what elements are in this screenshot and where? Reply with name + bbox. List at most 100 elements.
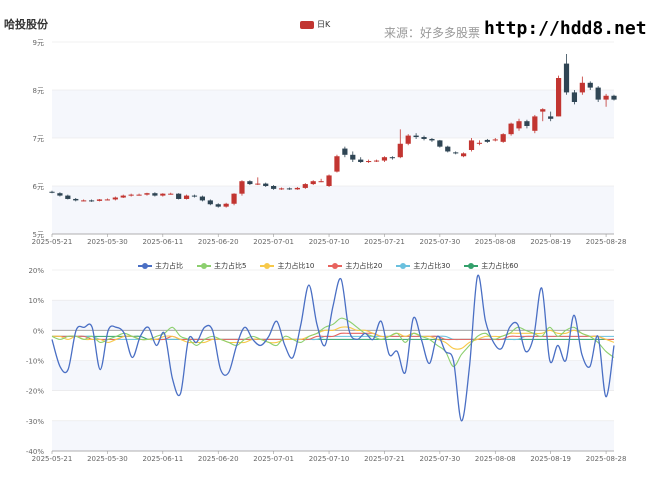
grid-band [52, 420, 614, 451]
ratio-chart: -40% -30% -20% -10% 0% 10% 20% 2025-05-21 2025-0… [26, 267, 627, 463]
y-tick-label: 0% [33, 327, 44, 335]
legend-item-30[interactable]: 主力占比30 [396, 261, 450, 271]
x-tick-label: 2025-07-21 [364, 238, 405, 246]
x-tick-label: 2025-08-19 [530, 238, 571, 246]
x-tick-label: 2025-07-10 [309, 455, 350, 463]
legend-label: 主力占比20 [345, 262, 383, 270]
x-tick-label: 2025-08-08 [475, 238, 516, 246]
x-tick-label: 2025-08-08 [475, 455, 516, 463]
candle-body [223, 203, 229, 207]
x-tick-label: 2025-08-28 [586, 238, 627, 246]
kline-legend-swatch [300, 20, 314, 29]
series-line [51, 274, 615, 422]
legend-label: 主力占比5 [214, 262, 247, 270]
candle-body [461, 153, 467, 157]
y-tick-label: 10% [28, 297, 44, 305]
series-line [51, 335, 614, 341]
grid-band [52, 186, 614, 234]
x-tick-label: 2025-07-30 [420, 238, 461, 246]
candle-body [310, 181, 316, 185]
y-tick-label: -30% [26, 418, 44, 426]
candle-body [603, 95, 609, 100]
x-tick-label: 2025-07-10 [309, 238, 350, 246]
candle-body [500, 134, 506, 142]
candle-body [611, 95, 617, 100]
candle-body [176, 193, 182, 199]
candle-body [263, 183, 269, 186]
candle-body [405, 135, 411, 144]
candle-body [373, 160, 380, 162]
candle-body [294, 187, 300, 190]
candle-body [302, 184, 308, 188]
candle-body [571, 92, 578, 102]
x-tick-label: 2025-07-21 [364, 455, 405, 463]
candle-body [112, 197, 118, 200]
y-tick-label: -20% [26, 388, 44, 396]
x-tick-label: 2025-06-11 [142, 455, 183, 463]
site-url[interactable]: http://hdd8.net [484, 18, 647, 39]
candle-body [445, 146, 451, 152]
candle-body [532, 116, 538, 131]
candle-body [468, 140, 475, 150]
candle-body [476, 142, 483, 144]
candle-body [358, 159, 364, 162]
candle-body [413, 135, 419, 138]
legend-item-10[interactable]: 主力占比10 [260, 261, 314, 271]
x-tick-label: 2025-06-20 [198, 238, 239, 246]
candle-body [120, 195, 126, 198]
kline-chart: 5元 6元 7元 8元 9元 2025-05-21 2025-05-30 2025-06-11… [32, 39, 627, 246]
legend-swatch [138, 263, 152, 269]
candle-body [199, 196, 205, 201]
y-tick-label: 20% [28, 267, 44, 275]
candle-body [271, 186, 277, 189]
candle-body [453, 152, 459, 154]
candle-body [49, 191, 55, 193]
candle-body [168, 193, 174, 195]
x-tick-label: 2025-06-20 [198, 455, 239, 463]
x-tick-label: 2025-05-30 [87, 238, 128, 246]
candle-body [397, 143, 403, 158]
x-tick-label: 2025-08-28 [586, 455, 627, 463]
candle-body [128, 194, 134, 196]
candle-body [484, 139, 490, 142]
candle-body [548, 116, 554, 119]
candle-body [152, 193, 158, 196]
grid-band [52, 90, 614, 138]
x-tick-label: 2025-07-01 [253, 238, 294, 246]
kline-legend[interactable]: 日K [300, 19, 330, 30]
legend-label: 主力占比10 [277, 262, 315, 270]
legend-swatch [260, 263, 275, 269]
candle-body [342, 148, 348, 155]
candle-body [73, 198, 79, 201]
legend-item-20[interactable]: 主力占比20 [328, 261, 382, 271]
grid-band [52, 360, 614, 391]
legend-item-5[interactable]: 主力占比5 [197, 261, 246, 271]
legend-item-60[interactable]: 主力占比60 [464, 261, 518, 271]
candle-body [239, 181, 245, 194]
candle-body [231, 193, 237, 204]
candle-body [326, 175, 332, 186]
candle-body [563, 63, 570, 93]
candle-body [57, 193, 63, 196]
candle-body [555, 78, 562, 117]
legend-label: 主力占比60 [481, 262, 519, 270]
candle-body [286, 188, 293, 190]
candle-body [437, 140, 443, 147]
candle-body [215, 204, 221, 207]
candle-body [255, 183, 261, 185]
y-tick-label: -10% [26, 358, 44, 366]
candle-body [492, 139, 498, 141]
x-tick-label: 2025-07-30 [420, 455, 461, 463]
candle-body [595, 87, 601, 100]
candle-body [366, 161, 372, 163]
legend-item-main[interactable]: 主力占比 [138, 261, 183, 271]
candle-body [524, 121, 530, 126]
candle-body [104, 199, 111, 201]
legend-swatch [396, 263, 411, 269]
candle-body [381, 157, 388, 161]
candle-body [334, 156, 340, 172]
candle-body [587, 82, 593, 88]
x-tick-label: 2025-05-30 [87, 455, 128, 463]
ratio-legend[interactable]: 主力占比 主力占比5 主力占比10 主力占比20 主力占比30 主力占比60 [138, 261, 518, 271]
